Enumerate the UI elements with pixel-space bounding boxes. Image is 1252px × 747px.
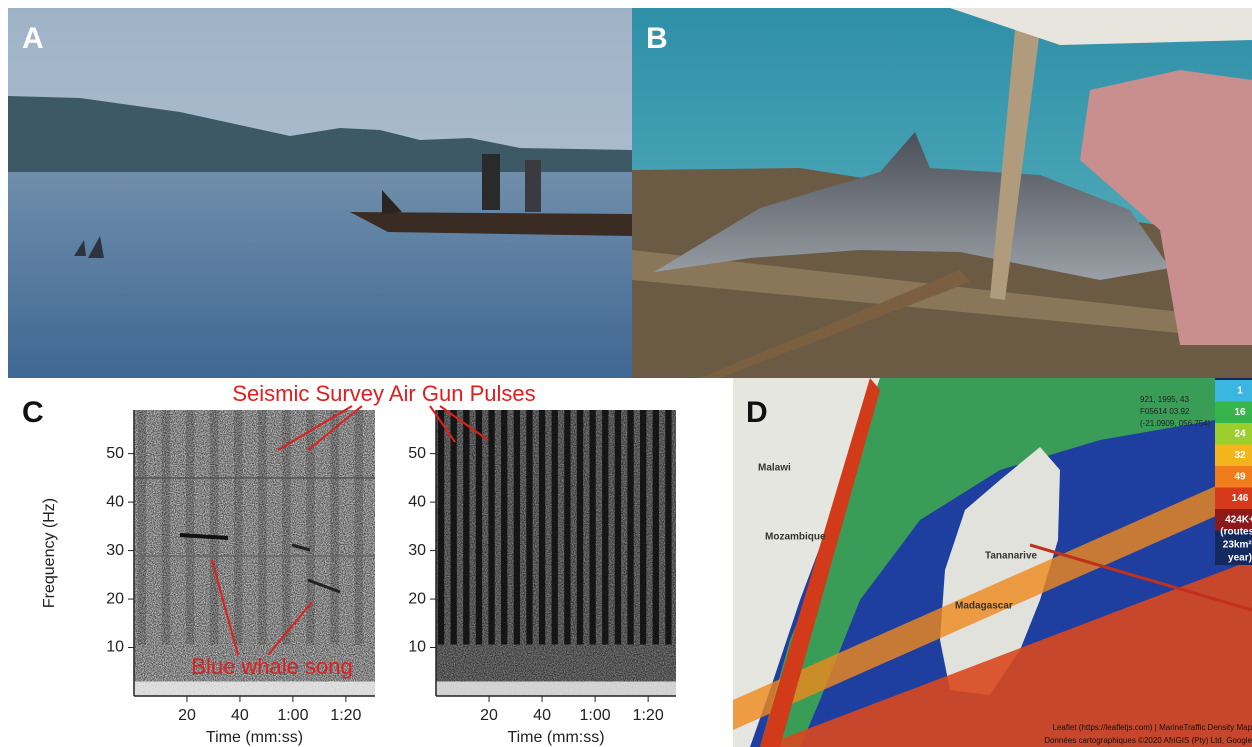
- coordinate: 921, 1995, 43: [1140, 395, 1189, 404]
- legend-unit: year): [1228, 553, 1252, 564]
- photo-a: [8, 8, 632, 378]
- attribution: Leaflet (https://leafletjs.com) | Marine…: [1053, 723, 1252, 732]
- x-tick-label: 40: [533, 707, 551, 724]
- x-axis-label: Time (mm:ss): [507, 729, 604, 746]
- y-tick-label: 50: [106, 445, 124, 462]
- attribution: Données cartographiques ©2020 AfriGIS (P…: [1044, 736, 1252, 745]
- panel-label: A: [22, 22, 44, 55]
- x-tick-label: 1:20: [330, 707, 361, 724]
- y-tick-label: 50: [408, 445, 426, 462]
- y-tick-label: 40: [106, 493, 124, 510]
- legend-label: 32: [1234, 450, 1246, 461]
- legend-label: 49: [1234, 472, 1246, 483]
- legend-swatch: [1215, 380, 1252, 402]
- fisher: [525, 160, 541, 212]
- coordinate: F05614 03.92: [1140, 407, 1190, 416]
- spectrogram-floor: [436, 681, 676, 696]
- y-tick-label: 10: [408, 639, 426, 656]
- x-tick-label: 20: [480, 707, 498, 724]
- panel-label: D: [746, 396, 768, 429]
- legend-label: 424K+: [1225, 515, 1252, 526]
- legend: 1 16 24 32 49 146 424K+(routes / 23km² / year): [1215, 378, 1252, 565]
- spectrogram: 10 20 30 40 50 20 40 1:00 1:20 Time (mm:ss): [408, 410, 676, 746]
- x-axis-label: Time (mm:ss): [206, 729, 303, 746]
- y-tick-label: 10: [106, 639, 124, 656]
- fisher: [482, 154, 500, 210]
- legend-unit: 23km² /: [1223, 540, 1252, 551]
- spectrogram: 10 20 30 40 50 20 40 1:00 1:20 Time (mm:ss): [106, 410, 375, 746]
- annotation: Blue whale song: [191, 654, 352, 679]
- x-tick-label: 20: [178, 707, 196, 724]
- photo-b: [632, 8, 1252, 378]
- map: [733, 378, 1252, 747]
- y-tick-label: 40: [408, 493, 426, 510]
- x-tick-label: 1:00: [580, 707, 611, 724]
- place-label: Mozambique: [765, 532, 826, 543]
- place-label: Madagascar: [955, 601, 1013, 612]
- y-tick-label: 20: [106, 590, 124, 607]
- y-tick-label: 20: [408, 590, 426, 607]
- spectrogram-floor: [134, 681, 375, 696]
- y-axis-label: Frequency (Hz): [41, 498, 58, 608]
- x-tick-label: 1:00: [277, 707, 308, 724]
- y-tick-label: 30: [408, 542, 426, 559]
- spectrogram-noise: [436, 410, 676, 696]
- x-tick-label: 40: [231, 707, 249, 724]
- legend-label: 16: [1234, 407, 1246, 418]
- legend-label: 1: [1237, 386, 1243, 397]
- coordinate: (-21.0909, 056.754): [1140, 419, 1211, 428]
- annotation: Seismic Survey Air Gun Pulses: [232, 381, 535, 406]
- figure: A B C Frequency (Hz) 102030405020401:001…: [0, 0, 1252, 747]
- legend-label: 24: [1234, 429, 1246, 440]
- legend-label: 146: [1232, 493, 1249, 504]
- y-tick-label: 30: [106, 542, 124, 559]
- place-label: Malawi: [758, 463, 791, 474]
- panel-label: C: [22, 396, 44, 429]
- legend-unit: (routes /: [1220, 527, 1252, 538]
- x-tick-label: 1:20: [633, 707, 664, 724]
- place-label: Tananarive: [985, 551, 1037, 562]
- panel-label: B: [646, 22, 668, 55]
